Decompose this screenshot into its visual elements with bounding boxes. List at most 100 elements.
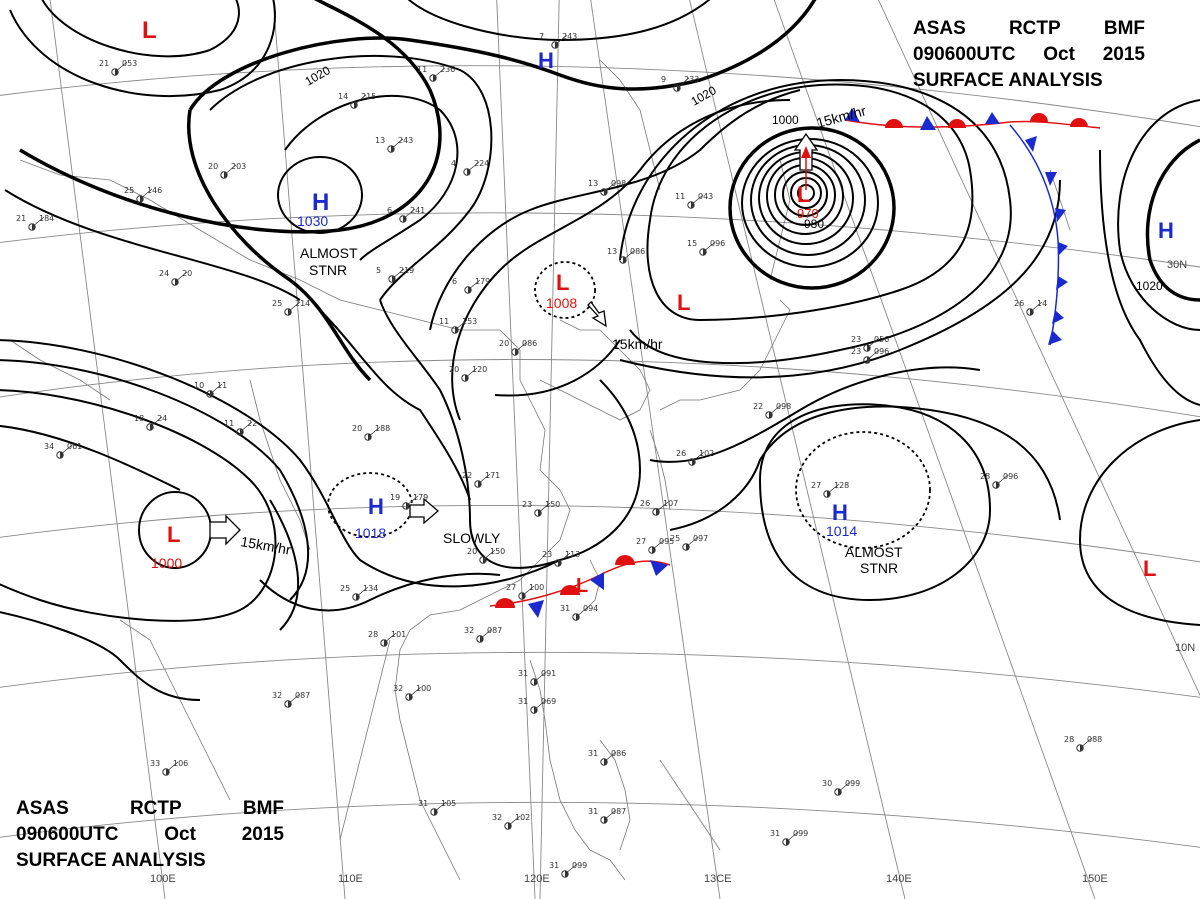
- station-pressure: 087: [487, 626, 502, 635]
- station-cloud-icon: [604, 188, 608, 196]
- station-cloud-icon: [1080, 744, 1084, 752]
- station-plot: 24 20: [159, 269, 192, 286]
- station-cloud-icon: [691, 201, 695, 209]
- station-plot: 20 188: [352, 424, 390, 441]
- station-plot: 28 101: [368, 630, 406, 647]
- station-pressure: 086: [522, 339, 537, 348]
- station-plot: 20 150: [467, 547, 505, 564]
- station-pressure: 096: [710, 239, 725, 248]
- station-temperature: 31: [418, 799, 428, 808]
- typhoon-center: L: [797, 182, 810, 207]
- lon-label-140e: 140E: [886, 873, 912, 885]
- station-pressure: 203: [231, 162, 246, 171]
- station-temperature: 25: [670, 534, 680, 543]
- station-temperature: 13: [607, 247, 617, 256]
- isobar-label-980: 980: [804, 217, 824, 231]
- station-pressure: 097: [693, 534, 708, 543]
- station-temperature: 31: [560, 604, 570, 613]
- low-1000-value: 1000: [151, 555, 182, 571]
- station-plot: 31 069: [518, 697, 556, 714]
- typhoon-track-head: [801, 146, 811, 158]
- station-plot: 11 043: [675, 192, 713, 209]
- title-station: RCTP: [1008, 18, 1061, 39]
- station-cloud-icon: [652, 546, 656, 554]
- station-plot: 10 11: [194, 381, 227, 398]
- high-center-1030: H: [312, 189, 329, 216]
- station-temperature: 20: [208, 162, 218, 171]
- station-temperature: 25: [272, 299, 282, 308]
- station-temperature: 23: [851, 335, 861, 344]
- station-temperature: 31: [518, 669, 528, 678]
- station-temperature: 9: [661, 75, 666, 84]
- station-pressure: 243: [398, 136, 413, 145]
- isobar-label-1020-nw: 1020: [303, 63, 333, 89]
- title-kind: SURFACE ANALYSIS: [16, 850, 206, 871]
- station-plot: 18 24: [134, 414, 167, 431]
- station-plot: 6 179: [452, 277, 490, 294]
- station-temperature: 11: [675, 192, 685, 201]
- station-cloud-icon: [224, 171, 228, 179]
- station-plot: 20 086: [499, 339, 537, 356]
- low-center-japan: L: [677, 290, 690, 315]
- station-temperature: 23: [851, 347, 861, 356]
- station-temperature: 20: [352, 424, 362, 433]
- station-cloud-icon: [468, 286, 472, 294]
- station-pressure: 236: [440, 65, 455, 74]
- isobars: [0, 0, 1200, 701]
- station-plot: 7 243: [539, 32, 577, 49]
- station-cloud-icon: [534, 706, 538, 714]
- station-pressure: 086: [611, 749, 626, 758]
- station-temperature: 31: [588, 749, 598, 758]
- station-temperature: 27: [636, 537, 646, 546]
- isobar-label-1020-e: 1020: [1136, 279, 1163, 293]
- station-cloud-icon: [210, 390, 214, 398]
- high-1018-value: 1018: [355, 525, 386, 541]
- station-pressure: 150: [490, 547, 505, 556]
- station-cloud-icon: [656, 508, 660, 516]
- station-cloud-icon: [384, 639, 388, 647]
- station-cloud-icon: [150, 423, 154, 431]
- station-pressure: 107: [663, 499, 678, 508]
- low-1008-motion-arrow: [587, 301, 607, 328]
- low-1000-motion-arrow: [209, 514, 241, 546]
- low-center-1008: L: [556, 270, 569, 295]
- station-pressure: 134: [363, 584, 378, 593]
- station-pressure: 105: [441, 799, 456, 808]
- station-pressure: 087: [611, 807, 626, 816]
- title-product: BMF: [1103, 18, 1145, 39]
- station-pressure: 219: [399, 266, 414, 275]
- station-temperature: 10: [194, 381, 204, 390]
- station-pressure: 241: [410, 206, 425, 215]
- station-temperature: 13: [375, 136, 385, 145]
- station-pressure: 146: [147, 186, 162, 195]
- station-cloud-icon: [391, 145, 395, 153]
- station-plot: 23 150: [522, 500, 560, 517]
- low-center-1000: L: [167, 522, 180, 547]
- station-pressure: 099: [793, 829, 808, 838]
- station-temperature: 22: [753, 402, 763, 411]
- station-temperature: 28: [1064, 735, 1074, 744]
- station-plot: 31 099: [770, 829, 808, 846]
- station-temperature: 13: [588, 179, 598, 188]
- station-plot: 27 095: [636, 537, 674, 554]
- station-temperature: 23: [522, 500, 532, 509]
- low-center-south-front: L: [576, 575, 588, 597]
- high-center-n: H: [538, 48, 554, 73]
- station-temperature: 25: [340, 584, 350, 593]
- typhoon-speed: 15km/hr: [815, 102, 868, 131]
- station-cloud-icon: [483, 556, 487, 564]
- high-1014-contour: [795, 431, 931, 549]
- station-cloud-icon: [786, 838, 790, 846]
- station-plot: 13 098: [588, 179, 626, 196]
- station-cloud-icon: [576, 613, 580, 621]
- station-pressure: 214: [295, 299, 310, 308]
- station-temperature: 11: [224, 419, 234, 428]
- station-temperature: 20: [499, 339, 509, 348]
- station-pressure: 091: [541, 669, 556, 678]
- title-line-3: SURFACE ANALYSIS: [16, 848, 284, 874]
- station-temperature: 24: [159, 269, 169, 278]
- station-cloud-icon: [140, 195, 144, 203]
- station-pressure: 100: [416, 684, 431, 693]
- high-center-1018: H: [368, 494, 384, 519]
